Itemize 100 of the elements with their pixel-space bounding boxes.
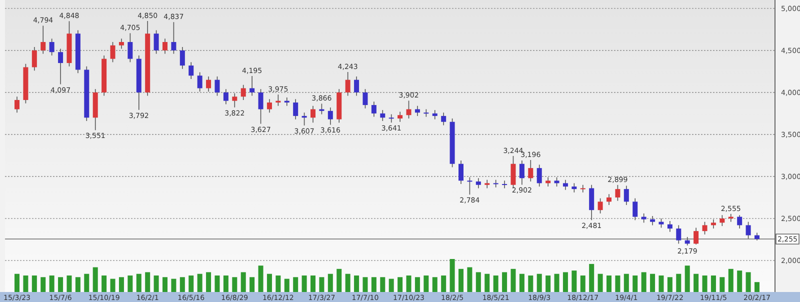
candlestick — [110, 42, 116, 63]
bar — [572, 270, 577, 292]
bar — [667, 277, 672, 292]
candlestick — [432, 110, 438, 120]
bar — [197, 274, 202, 292]
bar — [458, 268, 464, 292]
candlestick — [371, 101, 376, 118]
bar — [223, 276, 228, 292]
candlestick — [502, 180, 508, 189]
candlestick — [406, 100, 412, 119]
candlestick — [128, 32, 133, 63]
bar — [84, 274, 90, 292]
bar — [232, 277, 238, 292]
bar — [171, 278, 176, 292]
candlestick — [658, 218, 664, 228]
bar — [476, 272, 481, 292]
bar — [319, 277, 324, 292]
bar — [528, 276, 534, 292]
candlestick — [118, 38, 124, 50]
candlestick — [650, 216, 656, 226]
bar — [641, 272, 646, 292]
candlestick — [214, 76, 220, 96]
bar — [75, 277, 80, 292]
bar — [145, 272, 150, 292]
bar — [258, 266, 264, 292]
bar — [188, 276, 194, 292]
candlestick — [362, 88, 368, 109]
candlestick — [414, 105, 420, 116]
candlestick — [58, 48, 64, 85]
candlestick — [536, 164, 542, 187]
bar — [302, 276, 307, 292]
bar — [450, 259, 455, 292]
candlestick — [562, 179, 568, 190]
candlestick — [32, 46, 37, 71]
candlestick — [476, 178, 481, 189]
bar — [154, 276, 159, 292]
bar — [720, 277, 725, 292]
candlestick — [14, 96, 20, 113]
bar — [406, 276, 412, 292]
candlestick — [250, 76, 255, 96]
bar — [32, 276, 37, 292]
bar — [276, 276, 281, 292]
candlestick — [519, 160, 524, 186]
candlestick — [546, 176, 551, 187]
bar — [694, 274, 699, 292]
bar — [702, 276, 708, 292]
bar — [284, 278, 290, 292]
bar — [632, 276, 638, 292]
candlestick — [632, 198, 638, 221]
bar — [467, 267, 472, 292]
bar — [493, 276, 498, 292]
bar — [615, 276, 620, 292]
bar — [684, 266, 690, 292]
bar — [650, 274, 656, 292]
candlestick — [398, 111, 403, 122]
bar — [328, 274, 333, 292]
bar — [536, 274, 542, 292]
bar — [519, 274, 524, 292]
bar — [240, 272, 246, 292]
candlestick — [441, 112, 446, 126]
bar — [180, 277, 185, 292]
candlestick — [667, 220, 672, 232]
candlestick — [162, 38, 168, 54]
bar — [49, 276, 54, 292]
candlestick — [180, 46, 185, 70]
bar — [250, 277, 255, 292]
candlestick — [580, 184, 586, 193]
candlestick — [40, 25, 46, 54]
bar — [589, 264, 594, 292]
bar — [414, 277, 420, 292]
candlestick — [328, 107, 333, 126]
candlestick — [528, 160, 534, 182]
candlestick — [354, 76, 360, 96]
bar — [432, 277, 438, 292]
bar — [546, 276, 551, 292]
candlestick — [154, 30, 159, 54]
candlestick — [624, 185, 629, 206]
bar — [510, 268, 516, 292]
bar — [562, 272, 568, 292]
bar — [162, 277, 168, 292]
candlestick — [310, 105, 316, 124]
candlestick — [702, 221, 708, 235]
bar — [128, 276, 133, 292]
bar — [754, 282, 760, 292]
candlestick — [232, 92, 238, 108]
bar — [676, 274, 682, 292]
candlestick — [467, 176, 472, 196]
bar — [371, 277, 376, 292]
bar — [710, 276, 716, 292]
candlestick — [676, 224, 682, 244]
bar — [266, 274, 272, 292]
bar — [606, 276, 612, 292]
candlestick — [49, 38, 54, 56]
candlestick — [510, 156, 516, 189]
bar — [502, 272, 508, 292]
candlestick — [171, 22, 176, 54]
bar — [484, 274, 490, 292]
bar — [336, 268, 342, 292]
bar — [136, 274, 142, 292]
bar — [345, 274, 350, 292]
